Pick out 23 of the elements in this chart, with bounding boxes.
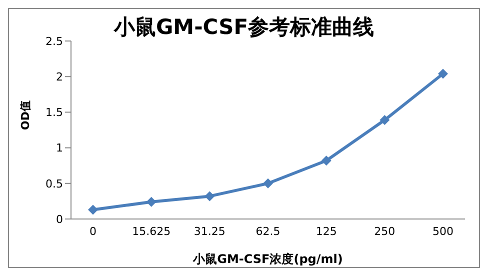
y-tick-label: 2	[56, 70, 63, 84]
x-tick-label: 500	[432, 224, 454, 238]
x-tick-label: 125	[316, 224, 337, 238]
y-tick-label: 0	[56, 212, 63, 226]
point	[380, 115, 390, 126]
point	[204, 191, 215, 202]
x-tick-label: 62.5	[256, 224, 280, 238]
y-tick-label: 0.5	[46, 177, 63, 190]
y-axis-title: OD值	[18, 100, 32, 130]
x-tick-label: 0	[90, 224, 96, 238]
point	[146, 196, 156, 207]
x-tick-label: 250	[374, 224, 396, 238]
x-axis-title: 小鼠GM-CSF浓度(pg/ml)	[192, 252, 343, 266]
x-tick-label: 15.625	[132, 224, 171, 238]
y-tick-label: 1	[56, 142, 63, 155]
point	[263, 178, 273, 188]
y-tick-label: 2.5	[46, 34, 63, 48]
x-tick-label: 31.25	[194, 224, 226, 238]
chart-title: 小鼠GM-CSF参考标准曲线	[114, 15, 374, 39]
point	[438, 68, 448, 79]
point	[88, 204, 98, 215]
point	[321, 156, 332, 166]
y-tick-label: 1.5	[46, 106, 63, 120]
